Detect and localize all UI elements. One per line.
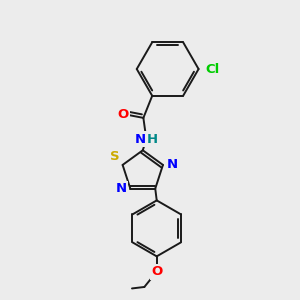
Text: N: N [134,133,146,146]
Text: Cl: Cl [205,62,219,76]
Text: N: N [167,158,178,171]
Text: S: S [110,150,120,163]
Text: H: H [147,133,158,146]
Text: N: N [116,182,127,195]
Text: O: O [117,108,128,122]
Text: O: O [151,265,162,278]
